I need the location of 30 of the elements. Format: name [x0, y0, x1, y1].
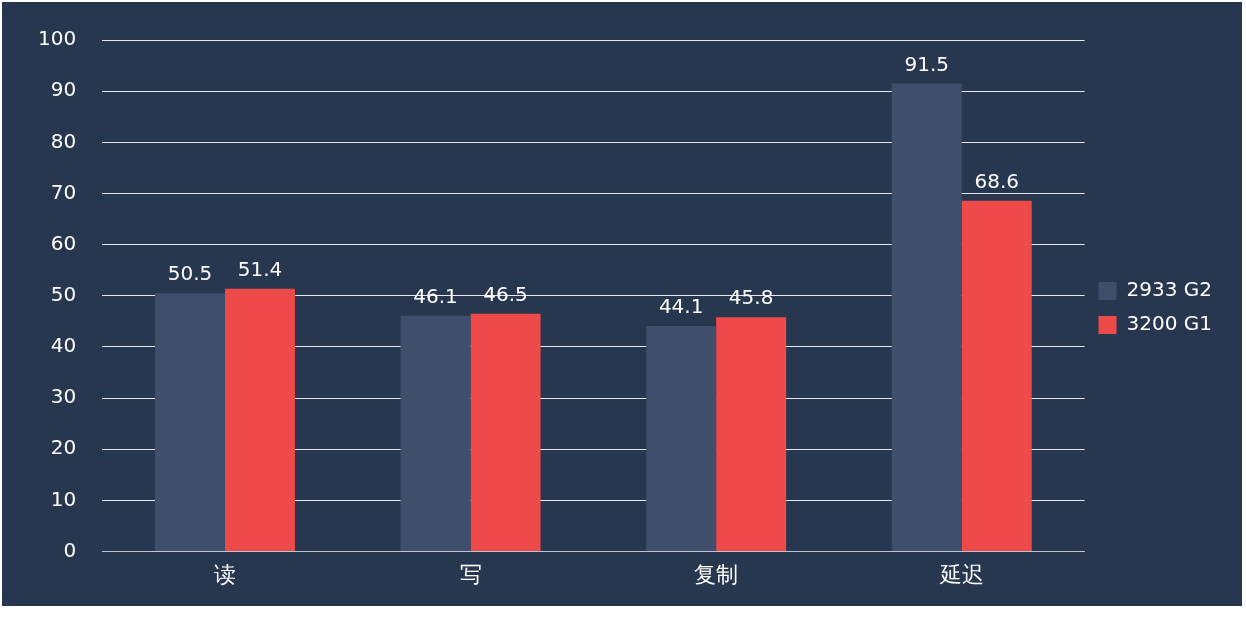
- data-label: 51.4: [237, 256, 283, 281]
- y-tick-label: 50: [50, 282, 77, 306]
- legend-label: 2933 G2: [1126, 277, 1213, 302]
- bar: [224, 288, 295, 552]
- legend-label: 3200 G1: [1126, 311, 1213, 336]
- data-label: 44.1: [658, 294, 704, 319]
- y-tick-label: 70: [50, 179, 77, 204]
- y-tick-label: 60: [50, 230, 77, 255]
- y-tick-label: 100: [37, 26, 77, 51]
- x-tick-label: 复制: [694, 561, 739, 587]
- bar: [891, 83, 962, 552]
- y-tick-label: 30: [50, 384, 77, 409]
- data-label: 91.5: [904, 51, 949, 76]
- bar: [470, 313, 541, 552]
- y-tick-label: 10: [50, 486, 77, 511]
- bar: [716, 317, 787, 552]
- bar: [961, 200, 1032, 552]
- y-tick-label: 40: [50, 333, 77, 358]
- x-tick-label: 延迟: [938, 561, 984, 587]
- y-tick-label: 0: [63, 537, 77, 562]
- bar: [646, 325, 717, 552]
- y-tick-label: 80: [50, 128, 77, 153]
- data-label: 68.6: [974, 168, 1019, 193]
- y-tick-label: 90: [50, 77, 77, 102]
- y-tick-label: 20: [50, 435, 77, 460]
- x-tick-label: 写: [459, 561, 482, 587]
- bar: [400, 315, 471, 552]
- data-label: 50.5: [167, 261, 213, 286]
- x-tick-label: 读: [213, 561, 236, 587]
- bar: [154, 293, 225, 552]
